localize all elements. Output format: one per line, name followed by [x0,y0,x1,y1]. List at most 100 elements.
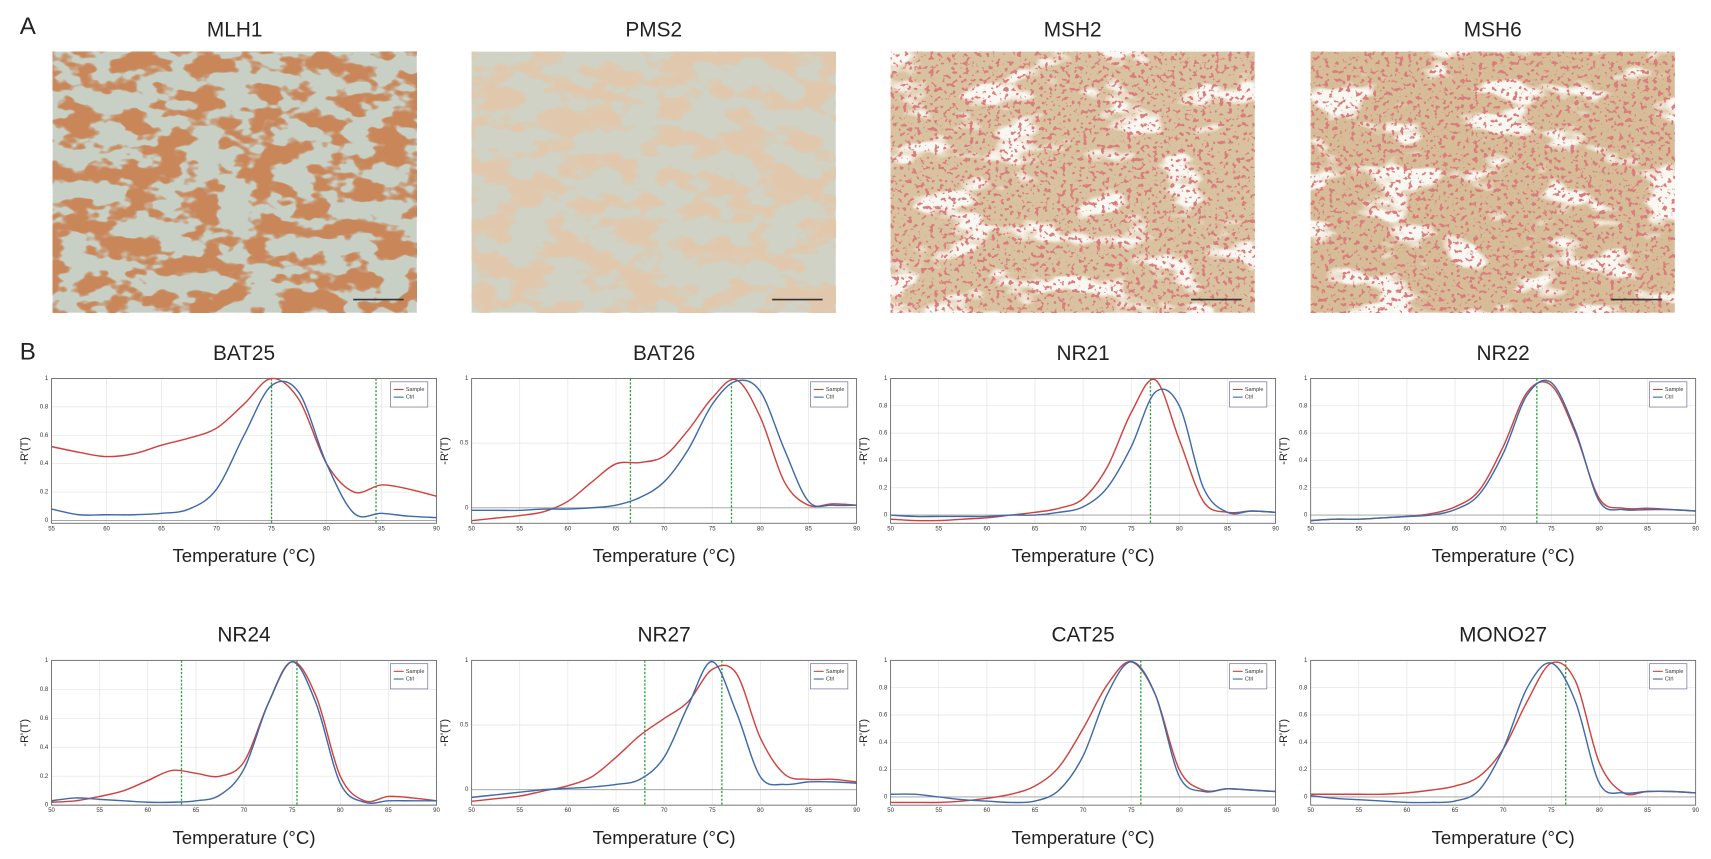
x-tick-label: 80 [757,526,764,532]
x-tick-label: 55 [516,526,523,532]
y-axis-label: -R'(T) [1278,437,1290,465]
legend-box [1649,663,1688,690]
image-texture [52,51,417,313]
x-tick-label: 50 [468,526,475,532]
legend-label: Sample [406,669,425,675]
x-tick-label: 85 [805,808,812,814]
legend-box [1229,663,1268,690]
x-tick-label: 80 [337,808,344,814]
legend-label: Ctrl [826,395,835,401]
y-tick-label: 0.8 [40,687,49,693]
chart-title: CAT25 [1051,624,1114,647]
y-tick-label: 0.4 [40,745,49,751]
legend-label: Sample [826,387,845,393]
y-tick-label: 0.8 [879,403,888,409]
x-tick-label: 75 [1128,526,1135,532]
legend-box [1649,381,1688,408]
x-tick-label: 75 [1548,808,1555,814]
x-tick-label: 70 [241,808,248,814]
x-tick-label: 65 [613,808,620,814]
y-axis-label: -R'(T) [19,437,31,465]
chart-title: BAT26 [633,342,695,365]
x-tick-label: 90 [853,808,860,814]
micrograph [1310,51,1675,313]
legend-label: Sample [1665,669,1684,675]
x-tick-label: 75 [289,808,296,814]
x-tick-label: 90 [433,808,440,814]
y-tick-label: 0.8 [1299,403,1308,409]
x-tick-label: 80 [1176,526,1183,532]
x-axis-label: Temperature (°C) [1012,545,1155,566]
x-tick-label: 65 [1452,526,1459,532]
y-tick-label: 0.2 [1299,485,1308,491]
x-tick-label: 50 [1307,808,1314,814]
y-axis-label: -R'(T) [439,719,451,747]
x-tick-label: 70 [1080,526,1087,532]
y-tick-label: 0.6 [879,431,888,437]
y-tick-label: 0.2 [40,490,49,496]
y-axis-label: -R'(T) [858,437,870,465]
y-tick-label: 1 [465,658,469,664]
x-tick-label: 80 [1176,808,1183,814]
chart-grid: BAT25 Temperature (°C) -R'(T) 55 60 65 70 75 80 8… [19,342,1700,848]
y-tick-label: 0.2 [1299,767,1308,773]
micrograph [471,51,836,313]
plot-frame [890,659,1277,806]
legend-label: Ctrl [1245,676,1254,682]
y-tick-label: 0.5 [460,723,469,729]
x-tick-label: 80 [757,808,764,814]
chart-title: NR24 [217,624,270,647]
y-tick-label: 0 [1304,795,1308,801]
chart: NR24 Temperature (°C) -R'(T) 50 55 60 65 70 75 80… [19,624,440,848]
x-tick-label: 65 [1032,808,1039,814]
y-tick-label: 0 [1304,513,1308,519]
legend-label: Sample [406,387,425,393]
y-axis-label: -R'(T) [1278,719,1290,747]
y-tick-label: 1 [45,376,49,382]
x-tick-label: 65 [158,526,165,532]
x-tick-label: 90 [1692,526,1699,532]
data-line [471,378,857,522]
y-axis-label: -R'(T) [858,719,870,747]
legend-box [810,381,849,408]
x-tick-label: 90 [1692,808,1699,814]
y-tick-label: 0.6 [40,433,49,439]
x-tick-label: 65 [1032,526,1039,532]
legend-label: Ctrl [1245,395,1254,401]
plot-frame [890,378,1277,524]
legend-box [390,381,429,408]
chart-title: NR21 [1056,342,1109,365]
y-tick-label: 0 [45,803,49,809]
data-line [51,380,437,519]
y-tick-label: 0.4 [1299,458,1308,464]
x-tick-label: 50 [887,526,894,532]
x-axis-label: Temperature (°C) [173,545,316,566]
image-texture [890,51,1255,313]
x-tick-label: 55 [935,526,942,532]
x-tick-label: 70 [1500,808,1507,814]
data-line [1310,662,1696,804]
image-title: MSH2 [1044,18,1102,41]
micrograph [52,51,417,313]
x-tick-label: 85 [1644,808,1651,814]
x-tick-label: 60 [1404,808,1411,814]
legend-label: Sample [1245,669,1264,675]
y-tick-label: 0.4 [879,740,888,746]
chart-title: NR27 [637,624,690,647]
legend-label: Ctrl [406,676,415,682]
data-line [51,661,437,804]
y-tick-label: 0.4 [40,461,49,467]
x-tick-label: 75 [1128,808,1135,814]
chart-title: BAT25 [213,342,275,365]
y-tick-label: 0.6 [1299,431,1308,437]
x-tick-label: 55 [935,808,942,814]
x-tick-label: 75 [268,526,275,532]
y-tick-label: 0.6 [1299,713,1308,719]
chart: NR27 Temperature (°C) -R'(T) 50 55 60 65 70 75 80… [439,624,860,848]
data-line [471,379,857,512]
x-tick-label: 85 [378,526,385,532]
x-tick-label: 60 [983,808,990,814]
y-tick-label: 1 [465,376,469,382]
chart: MONO27 Temperature (°C) -R'(T) 50 55 60 65 70 75… [1278,624,1699,848]
